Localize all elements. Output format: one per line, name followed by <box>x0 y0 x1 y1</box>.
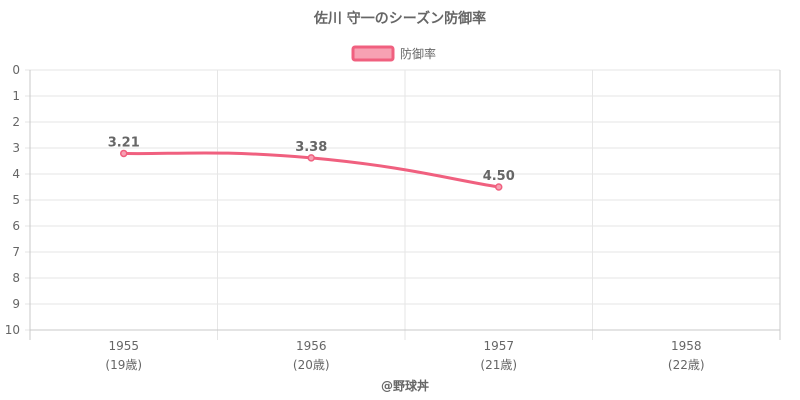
legend[interactable]: 防御率 <box>351 45 436 62</box>
grid <box>25 69 781 340</box>
y-tick-label: 0 <box>12 63 20 77</box>
y-tick-label: 8 <box>12 271 20 285</box>
data-point-1957[interactable] <box>495 183 503 191</box>
x-tick-label: 1958 <box>671 339 702 353</box>
footer-credit: @野球丼 <box>381 378 429 393</box>
x-tick-label: 1955 <box>108 339 139 353</box>
data-label-1957: 4.50 <box>483 169 515 184</box>
y-tick-label: 6 <box>12 219 20 233</box>
x-axis-ticks: 1955 (19歳) 1956 (20歳) 1957 (21歳) 1958 (22歳) <box>105 339 704 372</box>
x-tick-sublabel: (21歳) <box>480 358 517 372</box>
y-tick-label: 1 <box>12 89 20 103</box>
legend-swatch <box>351 45 395 62</box>
legend-label: 防御率 <box>400 46 436 61</box>
y-axis-ticks: 0 1 2 3 4 5 6 7 8 9 10 <box>5 63 20 337</box>
y-tick-label: 2 <box>12 115 20 129</box>
data-label-1956: 3.38 <box>295 140 327 155</box>
x-tick-sublabel: (19歳) <box>105 358 142 372</box>
y-tick-label: 3 <box>12 141 20 155</box>
data-point-1956[interactable] <box>307 154 315 162</box>
x-tick-label: 1957 <box>483 339 514 353</box>
y-tick-label: 4 <box>12 167 20 181</box>
data-point-1955[interactable] <box>120 149 128 158</box>
chart-title: 佐川 守一のシーズン防御率 <box>313 10 486 27</box>
y-tick-label: 5 <box>12 193 20 207</box>
y-tick-label: 7 <box>12 245 20 259</box>
series-era: 3.21 3.38 4.50 <box>108 135 515 191</box>
y-tick-label: 10 <box>5 323 20 337</box>
y-tick-label: 9 <box>12 297 20 311</box>
data-label-1955: 3.21 <box>108 135 140 150</box>
x-tick-sublabel: (20歳) <box>293 358 330 372</box>
x-tick-label: 1956 <box>296 339 327 353</box>
x-tick-sublabel: (22歳) <box>668 358 705 372</box>
